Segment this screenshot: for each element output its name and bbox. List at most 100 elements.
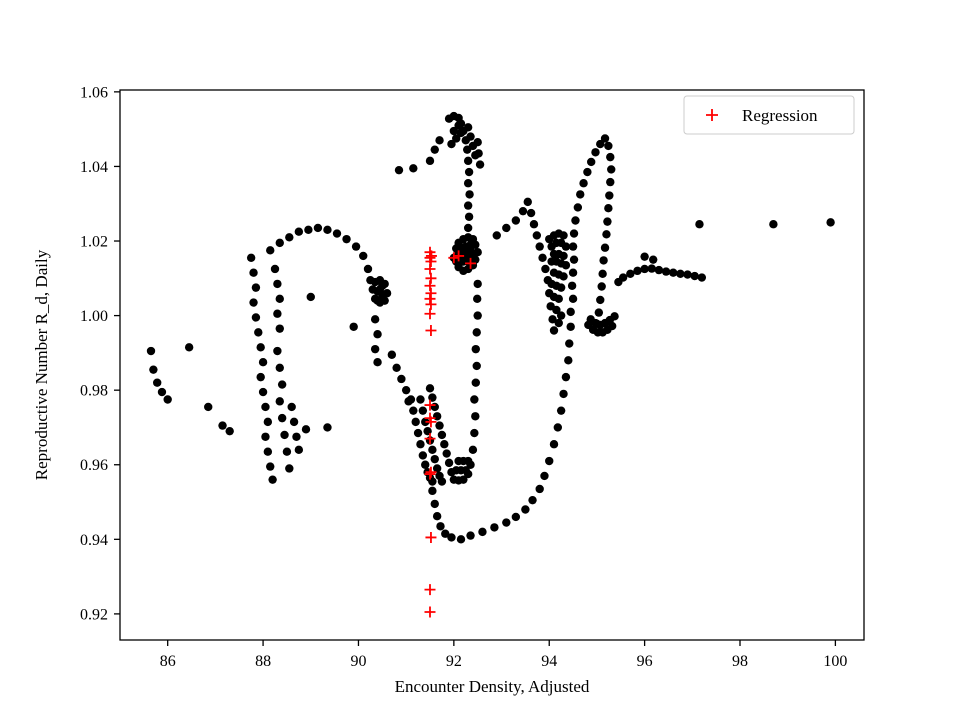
scatter-point: [473, 138, 482, 147]
scatter-point: [471, 412, 480, 421]
scatter-point: [669, 268, 678, 277]
scatter-point: [285, 233, 294, 242]
scatter-point: [554, 294, 563, 304]
scatter-point: [548, 315, 557, 324]
scatter-point: [454, 476, 463, 485]
scatter-point: [566, 322, 575, 331]
scatter-point: [463, 179, 473, 188]
scatter-point: [502, 518, 511, 527]
scatter-point: [475, 160, 485, 169]
scatter-point: [466, 531, 475, 540]
scatter-point: [401, 385, 411, 395]
scatter-point: [594, 308, 604, 317]
scatter-point: [571, 216, 580, 225]
y-tick-label: 1.06: [80, 84, 108, 101]
scatter-point: [306, 292, 315, 302]
scatter-point: [225, 426, 234, 436]
scatter-point: [444, 114, 454, 123]
scatter-point: [163, 395, 172, 404]
scatter-point: [606, 152, 615, 162]
scatter-point: [249, 268, 258, 277]
x-tick-label: 88: [255, 653, 271, 670]
scatter-point: [421, 460, 430, 469]
scatter-point: [598, 269, 607, 279]
scatter-point: [683, 270, 692, 279]
scatter-point: [676, 269, 685, 279]
scatter-point: [406, 395, 416, 404]
regression-plus-marker: [424, 433, 436, 445]
scatter-point: [461, 255, 470, 264]
scatter-point: [654, 265, 664, 275]
scatter-point: [471, 378, 480, 387]
scatter-point: [528, 495, 537, 505]
scatter-point: [256, 372, 265, 382]
scatter-point: [251, 313, 261, 322]
scatter-point: [561, 372, 571, 382]
plot-frame: [119, 89, 865, 641]
scatter-point: [292, 432, 301, 441]
scatter-point: [363, 264, 373, 274]
scatter-point: [518, 206, 528, 216]
scatter-point: [370, 277, 380, 287]
regression-plus-marker: [424, 293, 436, 305]
scatter-point: [323, 423, 332, 432]
scatter-point: [425, 384, 435, 393]
scatter-point: [523, 197, 532, 207]
scatter-point: [275, 324, 284, 333]
scatter-point: [695, 220, 704, 229]
scatter-point: [430, 402, 439, 412]
y-tick-label: 0.98: [80, 383, 108, 400]
scatter-point: [261, 402, 270, 412]
scatter-point: [596, 295, 605, 305]
scatter-point: [282, 447, 292, 456]
regression-plus-marker: [425, 298, 437, 310]
scatter-point: [549, 326, 559, 335]
scatter-point: [576, 190, 585, 199]
scatter-point: [549, 440, 559, 449]
scatter-point: [263, 417, 273, 427]
scatter-point: [277, 380, 287, 389]
scatter-point: [342, 234, 351, 244]
y-tick-label: 0.92: [80, 606, 108, 623]
scatter-point: [373, 296, 382, 305]
scatter-point: [332, 229, 342, 238]
scatter-point: [437, 430, 447, 440]
scatter-point: [413, 428, 423, 438]
scatter-point: [294, 227, 304, 236]
scatter-point: [266, 462, 275, 471]
scatter-point: [468, 445, 478, 455]
scatter-point: [826, 218, 835, 227]
regression-plus-marker: [425, 272, 437, 284]
scatter-point: [579, 179, 588, 188]
x-axis-ticks: 86 88 90 92 94 96 98 100: [160, 640, 847, 670]
scatter-point: [568, 242, 578, 251]
scatter-point: [599, 256, 608, 265]
scatter-point: [463, 123, 473, 132]
scatter-point: [258, 358, 268, 367]
scatter-point: [567, 281, 577, 290]
scatter-point: [607, 165, 616, 174]
scatter-point: [561, 261, 571, 270]
scatter-point: [559, 389, 568, 399]
scatter-point: [447, 533, 456, 542]
scatter-point: [275, 397, 284, 406]
scatter-point: [459, 456, 468, 466]
scatter-point: [466, 460, 475, 469]
scatter-point: [452, 134, 461, 143]
scatter-point: [573, 203, 583, 212]
scatter-point: [258, 387, 268, 397]
scatter-point: [301, 425, 311, 434]
scatter-point: [605, 191, 614, 200]
scatter-point: [568, 294, 578, 304]
regression-plus-marker: [424, 584, 436, 596]
scatter-point: [313, 223, 323, 233]
scatter-point: [587, 157, 596, 167]
scatter-point: [471, 344, 480, 354]
scatter-point: [146, 346, 156, 356]
scatter-point: [441, 529, 450, 538]
x-tick-label: 98: [732, 653, 748, 670]
regression-plus-marker: [424, 246, 436, 258]
y-tick-label: 1.00: [80, 308, 108, 325]
scatter-point: [559, 251, 568, 261]
